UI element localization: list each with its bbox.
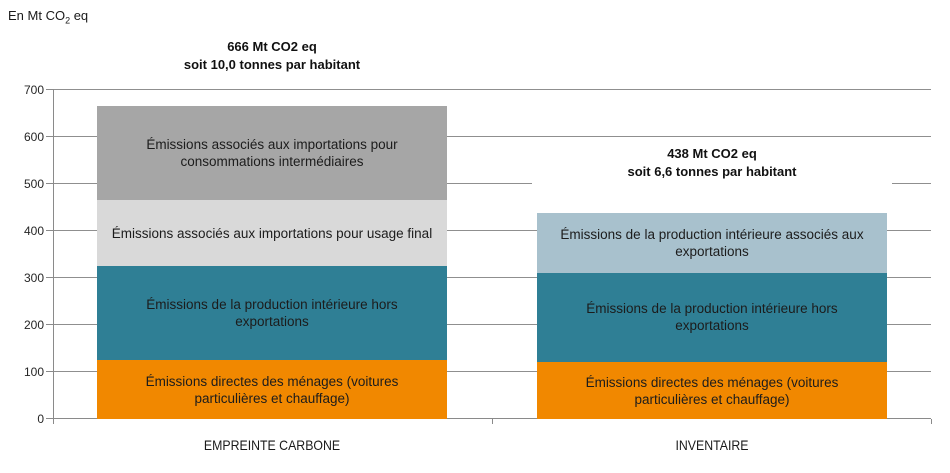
bar-segment-empreinte-carbone-3: Émissions associés aux importations pour… xyxy=(97,105,447,200)
y-tick-mark-600 xyxy=(46,136,54,137)
segment-label: Émissions de la production intérieure ho… xyxy=(146,297,398,330)
gridline-700 xyxy=(53,89,931,90)
segment-label: Émissions directes des ménages (voitures… xyxy=(585,374,839,407)
y-axis-line xyxy=(53,90,54,420)
x-axis-boundary-tick-2 xyxy=(931,419,932,424)
gridline-400 xyxy=(53,230,931,231)
y-tick-mark-0 xyxy=(46,418,54,419)
x-axis-boundary-tick-1 xyxy=(492,419,493,424)
x-axis-line xyxy=(53,418,931,419)
y-tick-mark-700 xyxy=(46,89,54,90)
bar-segment-inventaire-0: Émissions directes des ménages (voitures… xyxy=(537,362,887,419)
segment-label: Émissions de la production intérieure as… xyxy=(560,227,864,259)
bar-segment-empreinte-carbone-0: Émissions directes des ménages (voitures… xyxy=(97,360,447,419)
bar-empreinte-carbone: Émissions directes des ménages (voitures… xyxy=(97,105,447,419)
bar-segment-inventaire-1: Émissions de la production intérieure ho… xyxy=(537,272,887,363)
y-tick-label-600: 600 xyxy=(23,130,44,144)
annotation-line-2: soit 6,6 tonnes par habitant xyxy=(627,164,797,180)
bar-segment-empreinte-carbone-1: Émissions de la production intérieure ho… xyxy=(97,266,447,361)
y-tick-label-300: 300 xyxy=(23,271,44,285)
bar-segment-inventaire-2: Émissions de la production intérieure as… xyxy=(537,213,887,273)
bar-annotation-inventaire: 438 Mt CO2 eq soit 6,6 tonnes par habitan… xyxy=(532,143,892,189)
segment-label: Émissions directes des ménages (voitures… xyxy=(145,373,399,406)
gridline-300 xyxy=(53,277,931,278)
annotation-line-1: 438 Mt CO2 eq xyxy=(667,146,757,162)
y-axis-title-text: En Mt CO xyxy=(8,8,66,23)
category-label-inventaire: INVENTAIRE xyxy=(675,437,749,453)
y-axis-title-subscript: 2 xyxy=(65,15,71,26)
category-label-empreinte-carbone: EMPREINTE CARBONE xyxy=(203,437,341,453)
y-tick-mark-100 xyxy=(46,371,54,372)
y-tick-mark-400 xyxy=(46,230,54,231)
annotation-line-2: soit 10,0 tonnes par habitant xyxy=(183,56,361,72)
bar-inventaire: Émissions directes des ménages (voitures… xyxy=(537,213,887,419)
y-tick-mark-300 xyxy=(46,277,54,278)
annotation-line-1: 666 Mt CO2 eq xyxy=(227,38,317,54)
segment-label: Émissions associés aux importations pour… xyxy=(111,225,433,241)
y-tick-label-500: 500 xyxy=(23,177,44,191)
gridline-600 xyxy=(53,136,931,137)
y-tick-mark-200 xyxy=(46,324,54,325)
gridline-100 xyxy=(53,371,931,372)
plot-area: Émissions directes des ménages (voitures… xyxy=(53,89,931,419)
y-axis-title-suffix: eq xyxy=(70,8,89,23)
y-tick-label-700: 700 xyxy=(23,83,44,97)
segment-label: Émissions de la production intérieure ho… xyxy=(586,301,838,334)
x-axis-boundary-tick-0 xyxy=(53,419,54,424)
gridline-500 xyxy=(53,183,931,184)
bar-segment-empreinte-carbone-2: Émissions associés aux importations pour… xyxy=(97,199,447,267)
gridline-200 xyxy=(53,324,931,325)
y-axis-title: En Mt CO2 eq xyxy=(8,8,88,26)
y-tick-label-400: 400 xyxy=(23,224,44,238)
y-tick-mark-500 xyxy=(46,183,54,184)
segment-label: Émissions associés aux importations pour… xyxy=(146,136,398,169)
bar-annotation-empreinte-carbone: 666 Mt CO2 eq soit 10,0 tonnes par habita… xyxy=(92,35,452,81)
y-tick-label-200: 200 xyxy=(23,318,44,332)
y-tick-label-100: 100 xyxy=(23,365,44,379)
y-tick-label-0: 0 xyxy=(37,412,44,426)
